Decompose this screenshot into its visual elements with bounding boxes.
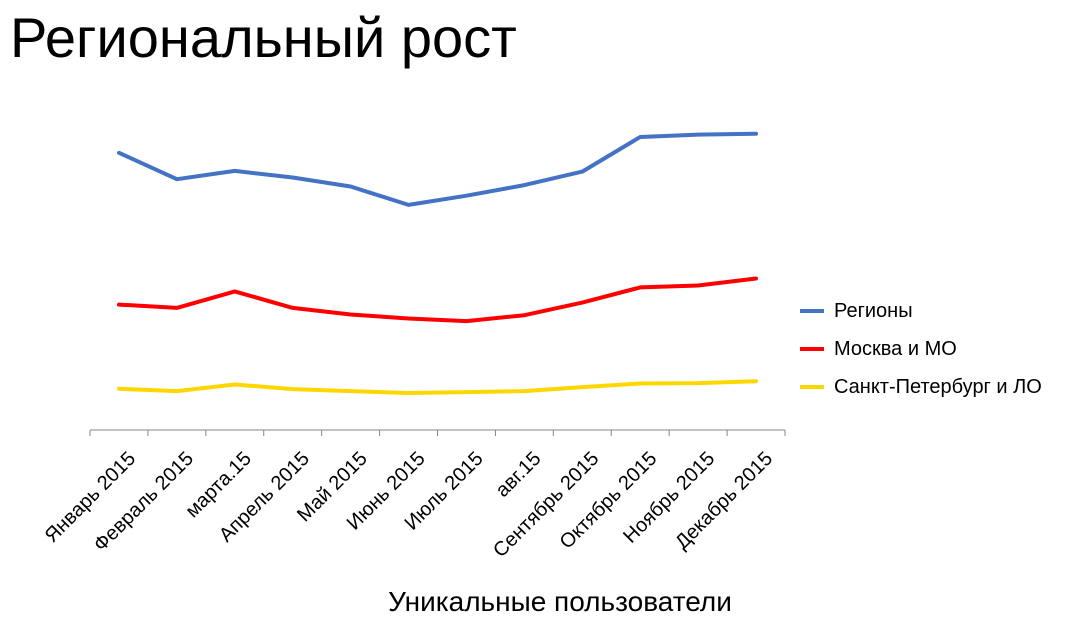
legend-label-moscow: Москва и МО <box>834 337 957 360</box>
x-tick-label: авг.15 <box>491 448 545 502</box>
legend-item-spb: Санкт-Петербург и ЛО <box>800 368 1042 406</box>
series-line-0 <box>117 131 758 207</box>
legend-swatch-spb <box>800 385 824 389</box>
chart-legend: Регионы Москва и МО Санкт-Петербург и ЛО <box>800 292 1042 406</box>
slide-title: Региональный рост <box>10 6 517 69</box>
x-axis-title: Уникальные пользователи <box>388 586 732 617</box>
x-tick-label: Февраль 2015 <box>90 448 198 556</box>
x-tick-label: Сентябрь 2015 <box>489 448 603 562</box>
legend-label-regions: Регионы <box>834 299 913 322</box>
legend-label-spb: Санкт-Петербург и ЛО <box>834 375 1042 398</box>
legend-swatch-regions <box>800 309 824 313</box>
series-line-2 <box>117 379 758 395</box>
legend-item-regions: Регионы <box>800 292 1042 330</box>
series-line-1 <box>117 276 758 324</box>
legend-item-moscow: Москва и МО <box>800 330 1042 368</box>
x-axis-title-wrap: Уникальные пользователи <box>0 586 1080 618</box>
legend-swatch-moscow <box>800 347 824 351</box>
